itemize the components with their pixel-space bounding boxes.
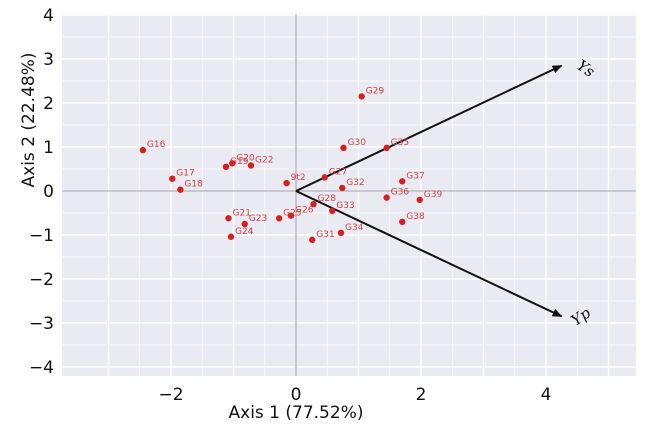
data-point [340, 144, 347, 152]
point-label: G20 [236, 153, 255, 163]
point-label: G17 [176, 169, 194, 179]
point-label: G30 [348, 138, 367, 148]
plot-area [62, 14, 636, 376]
point-label: G39 [424, 190, 443, 200]
point-label: G32 [346, 178, 364, 188]
point-label: G33 [336, 201, 354, 211]
x-tick-label: 0 [291, 385, 302, 405]
vector-arrow-yp [295, 190, 563, 318]
point-label: G19 [230, 157, 249, 167]
y-tick-label: −4 [29, 358, 54, 378]
y-tick-label: −3 [29, 314, 54, 334]
x-tick-labels: −2 0 2 4 [158, 385, 551, 405]
x-tick-label: 2 [416, 385, 427, 405]
data-point [383, 144, 390, 152]
data-point [310, 201, 317, 208]
x-tick-label: −2 [158, 385, 183, 405]
y-tick-label: 4 [43, 6, 54, 26]
y-tick-label: 0 [43, 182, 54, 202]
data-point [241, 220, 248, 228]
data-point [287, 212, 295, 219]
y-tick-label: 1 [43, 138, 54, 158]
point-label: G36 [391, 188, 410, 198]
data-point [309, 236, 316, 244]
data-point [247, 162, 255, 169]
data-points: G16G17G18G19G20G21G22G23G24G25G26G27G28G… [139, 86, 443, 244]
data-point [225, 215, 232, 222]
point-label: G29 [366, 86, 385, 96]
point-label: G21 [233, 208, 251, 218]
data-point [399, 178, 406, 185]
point-label: G23 [249, 214, 267, 224]
data-point [339, 184, 346, 192]
data-point [329, 207, 336, 214]
x-axis-title: Axis 1 (77.52%) [229, 403, 364, 423]
vector-arrow-ys [295, 64, 563, 192]
point-label: G26 [295, 206, 314, 216]
y-axis-title: Axis 2 (22.48%) [19, 53, 39, 188]
point-label: 9t2 [291, 173, 306, 183]
point-label: G31 [316, 230, 334, 240]
data-point [321, 174, 328, 181]
data-point [139, 146, 147, 154]
data-point [275, 215, 283, 222]
data-point [383, 194, 390, 201]
grid-lines [62, 14, 636, 376]
point-label: G24 [235, 227, 254, 237]
point-label: G37 [406, 171, 424, 181]
data-point [358, 93, 365, 100]
point-label: G27 [329, 167, 347, 177]
y-tick-label: 2 [43, 94, 54, 114]
data-point [227, 233, 235, 240]
point-label: G22 [255, 155, 273, 165]
y-tick-label: 3 [43, 50, 54, 70]
point-label: G38 [406, 212, 425, 222]
y-tick-label: −1 [29, 226, 54, 246]
y-tick-labels: −4 −3 −2 −1 0 1 2 3 4 [29, 6, 54, 378]
data-point [222, 163, 230, 170]
data-point [177, 186, 184, 193]
data-point [229, 160, 236, 167]
data-point [169, 175, 176, 182]
y-tick-label: −2 [29, 270, 54, 290]
point-label: G34 [345, 223, 364, 233]
data-point [399, 218, 406, 225]
point-label: G16 [147, 140, 166, 150]
data-point [337, 229, 345, 236]
point-label: G28 [318, 194, 337, 204]
data-point [416, 196, 423, 203]
zero-lines [62, 14, 636, 376]
point-label: G35 [391, 138, 409, 148]
point-label: G18 [184, 180, 203, 190]
data-point [283, 179, 290, 187]
x-tick-label: 4 [541, 385, 552, 405]
